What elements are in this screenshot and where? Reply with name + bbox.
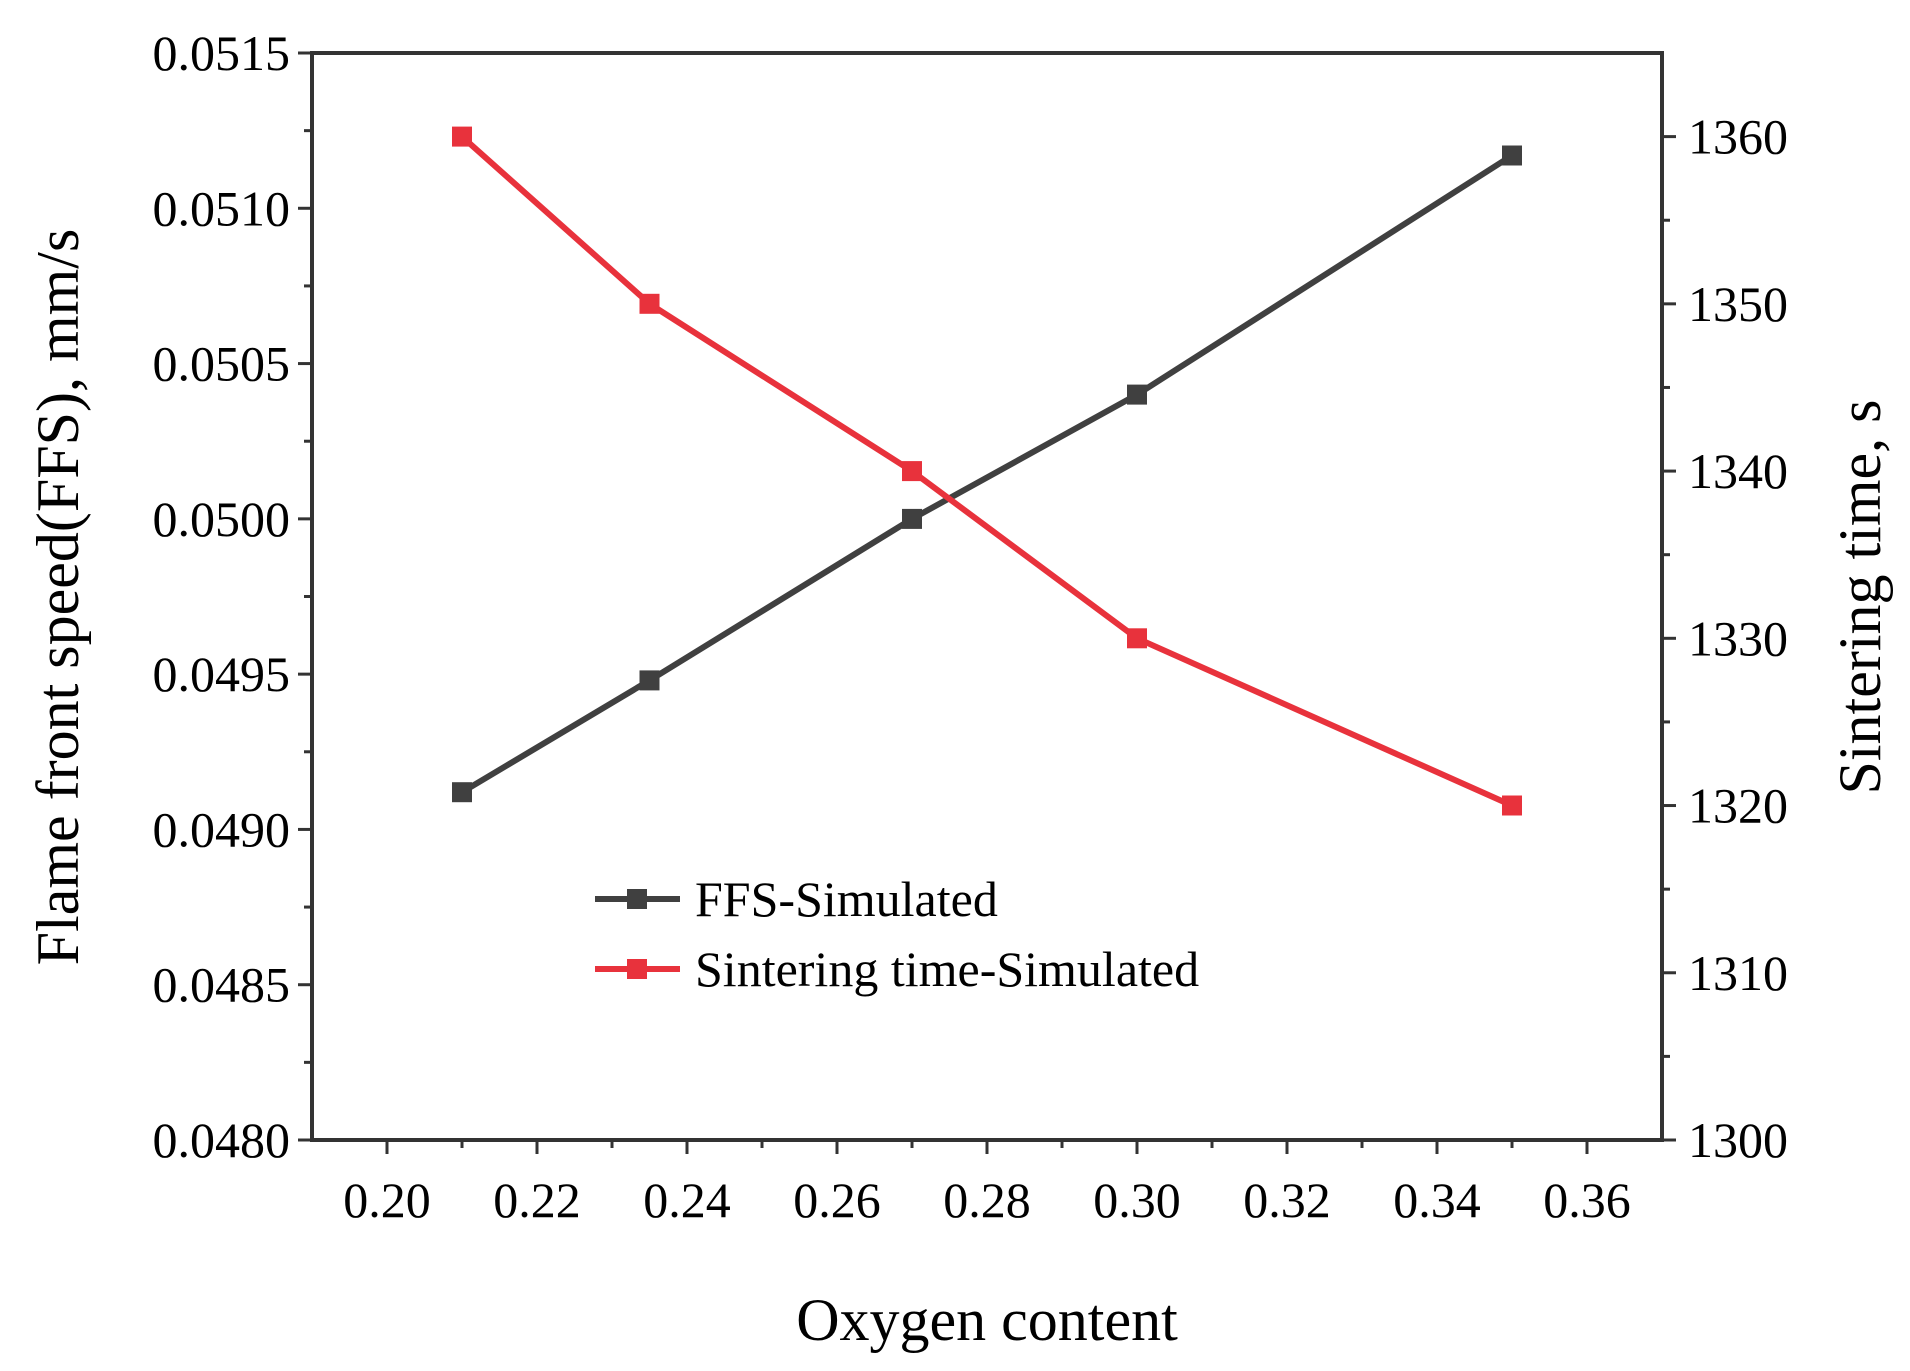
x-tick-label: 0.22: [493, 1172, 581, 1228]
y-tick-label: 0.0500: [153, 491, 291, 547]
series-0-point: [639, 670, 660, 691]
legend-label-sintering: Sintering time-Simulated: [695, 941, 1199, 997]
x-axis-title: Oxygen content: [796, 1287, 1178, 1353]
y-tick-label: 0.0485: [153, 957, 291, 1013]
y2-tick-label: 1350: [1688, 276, 1788, 332]
series-layer: [452, 126, 1522, 816]
series-line-0: [460, 152, 1514, 795]
series-0-point: [902, 508, 922, 529]
series-1-point: [902, 461, 922, 482]
y-tick-label: 0.0480: [153, 1112, 291, 1168]
series-1-point: [1127, 628, 1147, 649]
x-tick-label: 0.24: [643, 1172, 731, 1228]
legend-marker-ffs: [627, 889, 647, 909]
y2-tick-label: 1340: [1688, 443, 1788, 499]
legend-marker-sintering: [627, 959, 647, 979]
y-axis-title: Flame front speed(FFS), mm/s: [25, 229, 91, 966]
x-tick-label: 0.26: [793, 1172, 881, 1228]
ticks-layer: 0.20 0.22 0.24 0.26 0.28 0.30 0.32 0.34 0.36 0.04…: [153, 25, 1789, 1228]
x-tick-label: 0.36: [1543, 1172, 1631, 1228]
legend: FFS-Simulated Sintering time-Simulated: [595, 871, 1199, 997]
series-1-point: [452, 126, 472, 147]
series-1-point: [1502, 795, 1522, 816]
legend-label-ffs: FFS-Simulated: [695, 871, 998, 927]
x-tick-label: 0.30: [1093, 1172, 1181, 1228]
y2-tick-label: 1360: [1688, 109, 1788, 165]
series-line-1: [460, 134, 1514, 809]
series-0-point: [1502, 145, 1522, 166]
series-0-point: [452, 782, 472, 803]
plot-frame: [310, 51, 1664, 1142]
x-tick-label: 0.34: [1393, 1172, 1481, 1228]
y-tick-label: 0.0515: [153, 25, 291, 81]
y-tick-label: 0.0510: [153, 180, 291, 236]
y2-tick-label: 1310: [1688, 945, 1788, 1001]
y-tick-label: 0.0505: [153, 336, 291, 392]
series-1-point: [639, 293, 660, 314]
y-tick-label: 0.0495: [153, 646, 291, 702]
y2-tick-label: 1330: [1688, 610, 1788, 666]
x-tick-label: 0.32: [1243, 1172, 1331, 1228]
series-0-point: [1127, 384, 1147, 405]
y2-tick-label: 1300: [1688, 1112, 1788, 1168]
y-tick-label: 0.0490: [153, 801, 291, 857]
y2-tick-label: 1320: [1688, 778, 1788, 834]
x-tick-label: 0.20: [343, 1172, 431, 1228]
y2-axis-title: Sintering time, s: [1827, 400, 1893, 795]
x-tick-label: 0.28: [943, 1172, 1031, 1228]
